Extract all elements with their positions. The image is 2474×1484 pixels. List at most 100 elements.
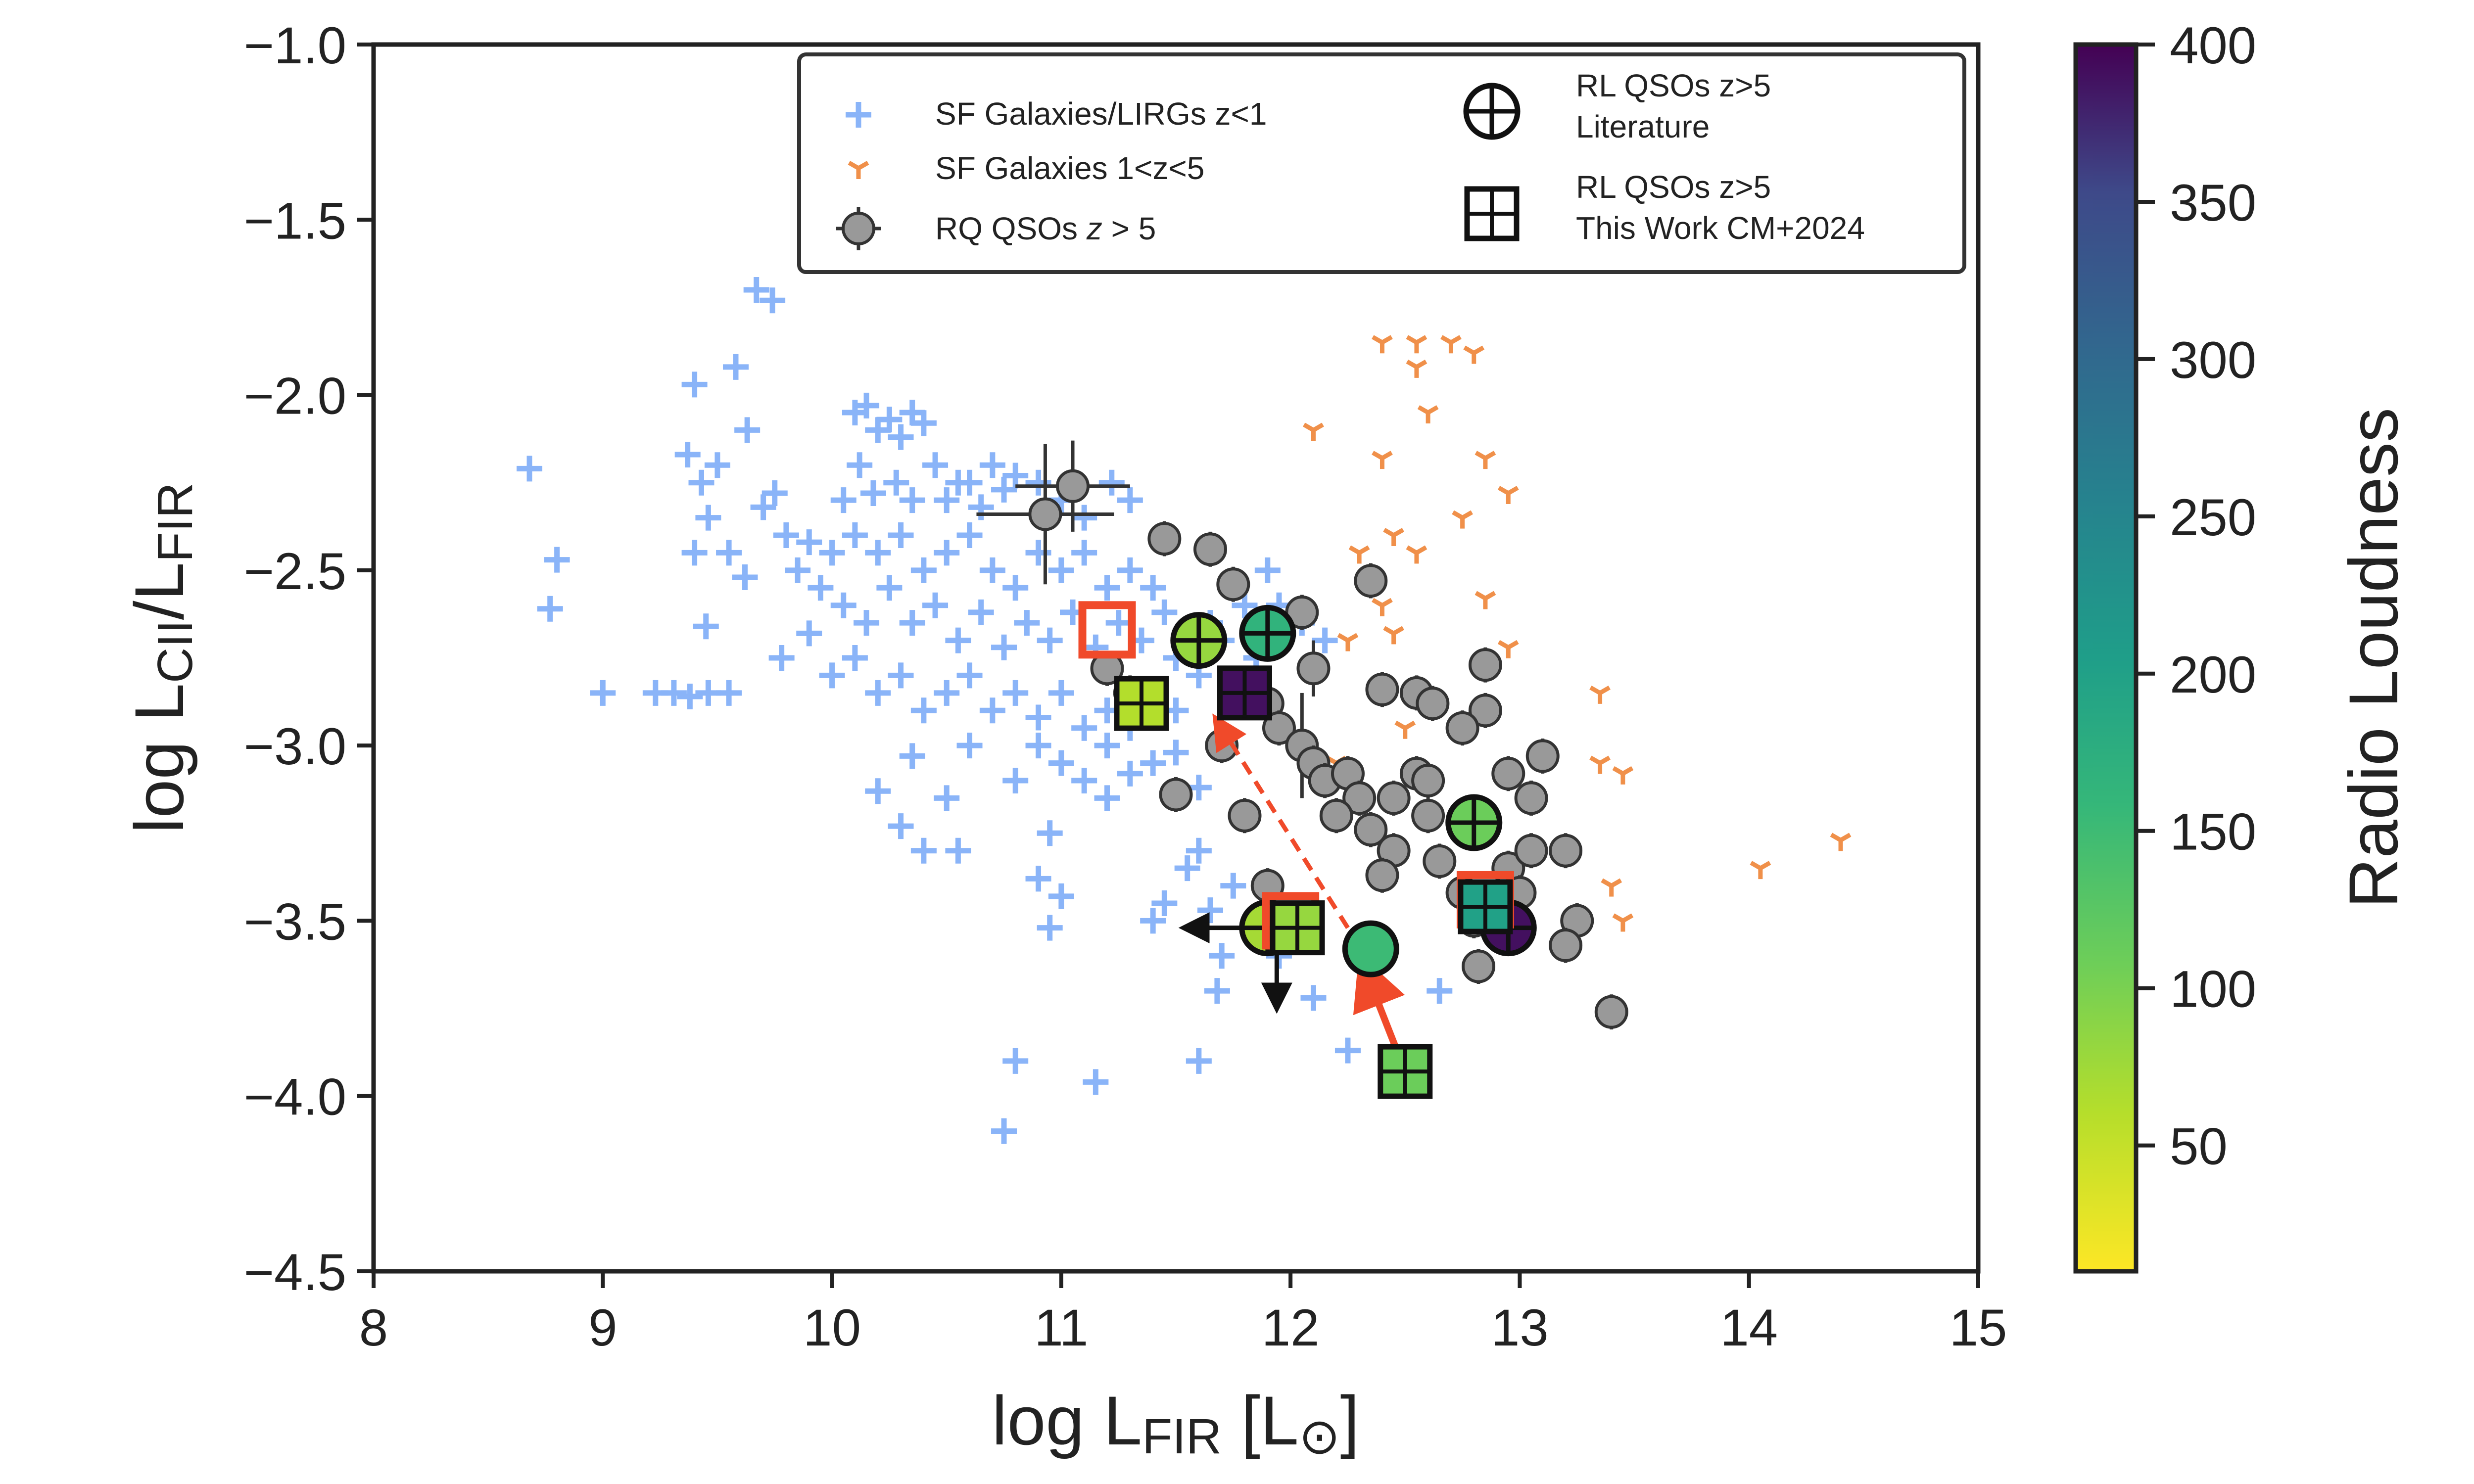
sf-galaxy-point <box>1071 715 1097 741</box>
sf-highz-point-arm1 <box>1406 359 1418 369</box>
sf-galaxy-point <box>1037 627 1063 653</box>
sf-galaxy-point <box>991 476 1017 503</box>
sf-galaxy-point <box>899 487 925 513</box>
sf-galaxy-point <box>899 610 925 636</box>
sf-galaxy-point <box>1254 557 1281 583</box>
sf-highz-point-arm1 <box>1348 545 1361 555</box>
rq-marker <box>1056 469 1090 503</box>
sf-highz-point-arm1 <box>1612 766 1624 776</box>
rq-qso-point <box>1514 833 1548 869</box>
sf-galaxy-point <box>934 785 960 811</box>
rq-marker <box>1147 522 1182 556</box>
rq-qso-point <box>1491 756 1525 791</box>
sf-galaxy-point <box>1083 1069 1109 1095</box>
sf-galaxy-point <box>1186 837 1212 864</box>
sf-galaxy-point <box>842 522 868 548</box>
legend-label-rl-tw: RL QSOs z>5 <box>1576 169 1771 205</box>
legend-label-rl-tw-2: This Work CM+2024 <box>1576 210 1865 246</box>
legend-marker-rq <box>836 207 881 250</box>
sf-galaxy-point <box>876 575 903 601</box>
sf-highz-point <box>1475 591 1496 609</box>
sf-galaxy-point <box>956 662 983 689</box>
sf-highz-point-arm2 <box>1473 345 1485 355</box>
legend-box <box>797 52 1966 274</box>
sf-highz-point-arm2 <box>1404 720 1416 730</box>
sf-galaxy-point <box>1117 557 1143 583</box>
sf-galaxy-point <box>830 592 856 618</box>
rq-marker <box>1594 995 1628 1029</box>
sf-galaxy-point <box>1094 733 1120 759</box>
sf-galaxy-point <box>1151 599 1178 625</box>
legend-marker-sf-highz-arm1 <box>848 161 860 170</box>
sf-galaxy-point <box>1094 785 1120 811</box>
sf-galaxy-point <box>681 540 708 566</box>
sf-galaxy-point <box>761 480 788 506</box>
sf-galaxy-point <box>910 557 937 583</box>
sf-galaxy-point <box>847 452 873 478</box>
rq-qso-point <box>1296 640 1331 696</box>
sf-galaxy-point <box>979 452 1005 478</box>
x-tick-label: 8 <box>359 1299 388 1357</box>
legend-marker-sf-highz-arm2 <box>857 161 869 170</box>
sf-highz-point <box>1383 528 1405 546</box>
sf-highz-point <box>1497 640 1519 658</box>
sf-galaxy-point <box>934 487 960 513</box>
rq-marker <box>1514 781 1548 815</box>
rq-qso-point <box>1319 798 1353 834</box>
sf-galaxy-point <box>1048 557 1074 583</box>
sf-highz-point-arm1 <box>1589 755 1601 765</box>
y-tick-label: −3.5 <box>244 893 346 951</box>
rq-qso-point <box>1445 710 1479 746</box>
sf-highz-point <box>1303 422 1324 441</box>
sf-galaxy-point <box>1002 463 1029 489</box>
sf-galaxy-point <box>1098 469 1125 496</box>
sf-highz-point <box>1372 598 1393 616</box>
sf-highz-point-arm2 <box>1599 755 1611 765</box>
sf-highz-point <box>1372 451 1393 469</box>
x-tick-label: 15 <box>1950 1299 2007 1357</box>
sf-highz-point-arm1 <box>1463 345 1475 355</box>
sf-galaxy-point <box>743 277 769 303</box>
rq-marker <box>1377 781 1411 815</box>
sf-highz-point <box>1348 545 1370 564</box>
sf-galaxy-point <box>888 522 914 548</box>
sf-galaxy-point <box>1071 540 1097 566</box>
sf-galaxy-point <box>544 547 570 573</box>
legend-marker-sf-highz <box>848 161 869 179</box>
sf-highz-point-arm2 <box>1507 640 1519 649</box>
sf-galaxy-point <box>1334 1037 1361 1064</box>
rq-qso-point <box>1365 857 1399 893</box>
sf-galaxy-point <box>979 697 1005 724</box>
sf-galaxy-point <box>693 613 719 640</box>
sf-highz-point-arm1 <box>1830 833 1842 842</box>
x-tick-label: 11 <box>1034 1299 1088 1357</box>
rq-marker <box>1549 928 1583 963</box>
sf-highz-point <box>1394 720 1416 739</box>
sf-galaxy-point <box>1312 627 1338 653</box>
sf-galaxy-point <box>750 494 776 520</box>
y-tick-label: −4.0 <box>244 1068 346 1126</box>
colorbar-title: Radio Loudness <box>2334 408 2412 908</box>
colorbar-tick-label: 100 <box>2170 961 2256 1019</box>
sf-highz-point-arm2 <box>1415 359 1427 369</box>
sf-highz-point-arm2 <box>1392 528 1405 537</box>
sf-highz-point-arm2 <box>1392 626 1405 636</box>
rq-qso-point <box>1342 781 1377 816</box>
sf-galaxy-point <box>517 456 543 482</box>
sf-highz-point-arm2 <box>1312 422 1324 432</box>
highlight-square <box>1078 601 1136 659</box>
sf-galaxy-point <box>956 733 983 759</box>
sf-highz-point <box>1475 451 1496 469</box>
legend-label-rq-z: z <box>1086 211 1102 246</box>
legend-label-rq-b: > 5 <box>1102 211 1156 246</box>
sf-galaxy-point <box>760 287 786 314</box>
rl-qso-thiswork-point <box>1217 665 1272 721</box>
rq-qso-point <box>1411 763 1445 798</box>
colorbar-gradient <box>2073 42 2139 1274</box>
rq-qso-point <box>1549 833 1583 869</box>
sf-galaxy-point <box>1048 680 1074 706</box>
sf-highz-point-arm2 <box>1381 598 1393 607</box>
sf-highz-point <box>1372 335 1393 354</box>
y-tick-label: −1.5 <box>244 192 346 250</box>
